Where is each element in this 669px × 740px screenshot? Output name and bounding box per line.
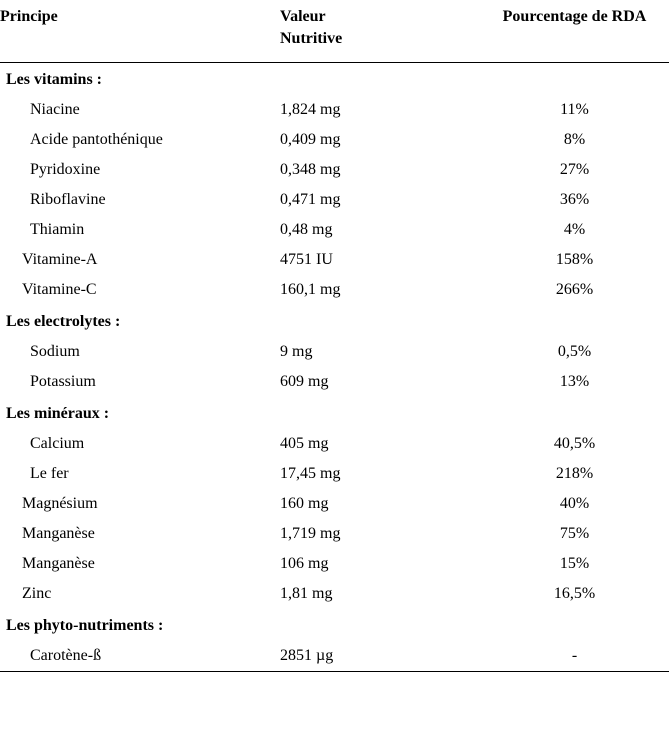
nutrient-name: Pyridoxine [0,155,280,185]
header-valeur-1: Valeur [280,0,480,30]
nutrient-value: 1,81 mg [280,579,480,609]
nutrient-value: 609 mg [280,367,480,397]
nutrient-rda: 40% [480,489,669,519]
table-row: Vitamine-C160,1 mg266% [0,275,669,305]
table-row: Magnésium160 mg40% [0,489,669,519]
header-row-1: Principe Valeur Pourcentage de RDA [0,0,669,30]
section-title: Les vitamins : [0,63,669,96]
nutrient-name: Vitamine-A [0,245,280,275]
nutrient-name: Zinc [0,579,280,609]
header-valeur-2: Nutritive [280,30,480,62]
section-title: Les phyto-nutriments : [0,609,669,641]
nutrient-value: 9 mg [280,337,480,367]
nutrient-rda: 11% [480,95,669,125]
nutrient-rda: 158% [480,245,669,275]
nutrient-value: 106 mg [280,549,480,579]
header-row-2: Nutritive [0,30,669,62]
header-principe: Principe [0,0,280,30]
nutrient-name: Manganèse [0,519,280,549]
table-row: Potassium609 mg13% [0,367,669,397]
nutrient-value: 0,348 mg [280,155,480,185]
nutrient-rda: 266% [480,275,669,305]
table-row: Thiamin0,48 mg4% [0,215,669,245]
nutrient-value: 17,45 mg [280,459,480,489]
nutrient-rda: 0,5% [480,337,669,367]
nutrient-rda: 8% [480,125,669,155]
table-row: Le fer17,45 mg218% [0,459,669,489]
nutrient-rda: 218% [480,459,669,489]
table-row: Riboflavine0,471 mg36% [0,185,669,215]
nutrient-name: Le fer [0,459,280,489]
table-row: Vitamine-A4751 IU158% [0,245,669,275]
nutrient-value: 160 mg [280,489,480,519]
section-title-text: Les phyto-nutriments : [0,609,669,641]
section-title-text: Les vitamins : [0,63,669,96]
nutrient-rda: - [480,641,669,671]
nutrient-name: Niacine [0,95,280,125]
table-row: Manganèse1,719 mg75% [0,519,669,549]
nutrient-value: 160,1 mg [280,275,480,305]
nutrition-table: Principe Valeur Pourcentage de RDA Nutri… [0,0,669,672]
nutrient-value: 0,48 mg [280,215,480,245]
nutrient-rda: 36% [480,185,669,215]
nutrition-table-page: Principe Valeur Pourcentage de RDA Nutri… [0,0,669,740]
nutrient-name: Carotène-ß [0,641,280,671]
table-row: Pyridoxine0,348 mg27% [0,155,669,185]
table-row: Carotène-ß2851 µg- [0,641,669,671]
nutrient-name: Vitamine-C [0,275,280,305]
nutrient-name: Magnésium [0,489,280,519]
nutrient-value: 0,409 mg [280,125,480,155]
nutrient-rda: 13% [480,367,669,397]
nutrient-rda: 27% [480,155,669,185]
nutrient-rda: 15% [480,549,669,579]
nutrient-name: Potassium [0,367,280,397]
bottom-separator [0,671,669,672]
nutrient-value: 4751 IU [280,245,480,275]
table-row: Zinc1,81 mg16,5% [0,579,669,609]
nutrient-value: 2851 µg [280,641,480,671]
section-title: Les electrolytes : [0,305,669,337]
section-title-text: Les minéraux : [0,397,669,429]
table-row: Manganèse106 mg15% [0,549,669,579]
nutrient-name: Thiamin [0,215,280,245]
nutrient-name: Calcium [0,429,280,459]
nutrient-name: Manganèse [0,549,280,579]
section-title-text: Les electrolytes : [0,305,669,337]
nutrient-name: Sodium [0,337,280,367]
nutrient-name: Riboflavine [0,185,280,215]
table-row: Niacine1,824 mg11% [0,95,669,125]
nutrient-rda: 16,5% [480,579,669,609]
nutrient-value: 1,719 mg [280,519,480,549]
table-row: Sodium9 mg0,5% [0,337,669,367]
table-row: Calcium405 mg40,5% [0,429,669,459]
table-row: Acide pantothénique0,409 mg8% [0,125,669,155]
nutrient-rda: 75% [480,519,669,549]
nutrient-value: 405 mg [280,429,480,459]
nutrient-value: 1,824 mg [280,95,480,125]
section-title: Les minéraux : [0,397,669,429]
nutrient-name: Acide pantothénique [0,125,280,155]
nutrient-rda: 4% [480,215,669,245]
nutrient-rda: 40,5% [480,429,669,459]
nutrient-value: 0,471 mg [280,185,480,215]
header-rda: Pourcentage de RDA [480,0,669,30]
